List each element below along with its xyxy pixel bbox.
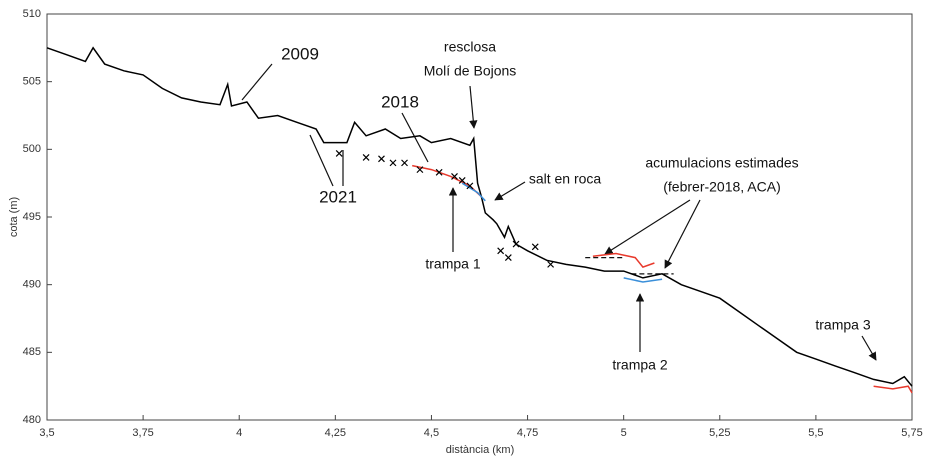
label-2018: 2018 [381, 92, 419, 111]
x-tick-label: 5,5 [808, 427, 823, 439]
arrow [309, 134, 334, 187]
y-axis-label: cota (m) [8, 197, 20, 237]
cross-marker [378, 155, 385, 163]
annotation: acumulacions estimades [645, 155, 798, 171]
cross-marker [389, 159, 397, 167]
annotation: trampa 2 [612, 357, 667, 373]
series-line [461, 182, 486, 202]
y-tick-label: 500 [23, 143, 41, 155]
y-tick-label: 490 [23, 279, 41, 291]
arrow [469, 85, 478, 129]
y-tick-label: 485 [23, 346, 41, 358]
cross-marker [362, 154, 370, 161]
cross-marker [416, 166, 424, 174]
annotations: 2009 2018 2021 resclosa Molí de Bojons s… [241, 39, 877, 373]
annotation: trampa 1 [425, 256, 480, 272]
x-tick-label: 4,25 [325, 427, 346, 439]
cross-marker [458, 177, 466, 184]
annotation: Molí de Bojons [424, 63, 517, 79]
arrow [604, 199, 691, 255]
label-2009: 2009 [281, 44, 319, 63]
arrow [401, 112, 429, 163]
y-tick-label: 510 [23, 8, 41, 20]
annotation: (febrer-2018, ACA) [663, 179, 781, 195]
cross-marker [512, 240, 520, 248]
arrow [494, 181, 526, 201]
cross-marker [335, 149, 343, 157]
x-tick-label: 5,25 [709, 427, 730, 439]
cross-marker [497, 247, 505, 255]
cross-marker [451, 172, 458, 180]
arrow [664, 199, 701, 269]
arrow [861, 335, 877, 361]
x-tick-label: 3,75 [132, 427, 153, 439]
y-tick-label: 505 [23, 76, 41, 88]
cross-marker [401, 159, 408, 167]
x-tick-label: 5,75 [901, 427, 922, 439]
cross-marker [435, 168, 443, 176]
cross-marker [547, 260, 555, 268]
annotation: salt en roca [529, 171, 602, 187]
series-line [873, 385, 913, 394]
series-line [46, 46, 913, 387]
series-line [623, 277, 663, 283]
cross-marker [531, 243, 539, 251]
x-tick-label: 4 [236, 427, 242, 439]
annotation: trampa 3 [815, 317, 870, 333]
cross-marker [466, 182, 474, 190]
x-axis-label: distància (km) [446, 444, 514, 456]
y-tick-label: 495 [23, 211, 41, 223]
series-line [412, 164, 482, 198]
label-2021: 2021 [319, 187, 357, 206]
x-tick-label: 5 [621, 427, 627, 439]
arrow [241, 63, 273, 101]
x-tick-label: 3,5 [39, 427, 54, 439]
series-line [592, 252, 655, 268]
annotation: resclosa [444, 39, 496, 55]
x-tick-label: 4,5 [424, 427, 439, 439]
y-tick-label: 480 [23, 414, 41, 426]
x-tick-label: 4,75 [517, 427, 538, 439]
cross-marker [504, 254, 512, 262]
